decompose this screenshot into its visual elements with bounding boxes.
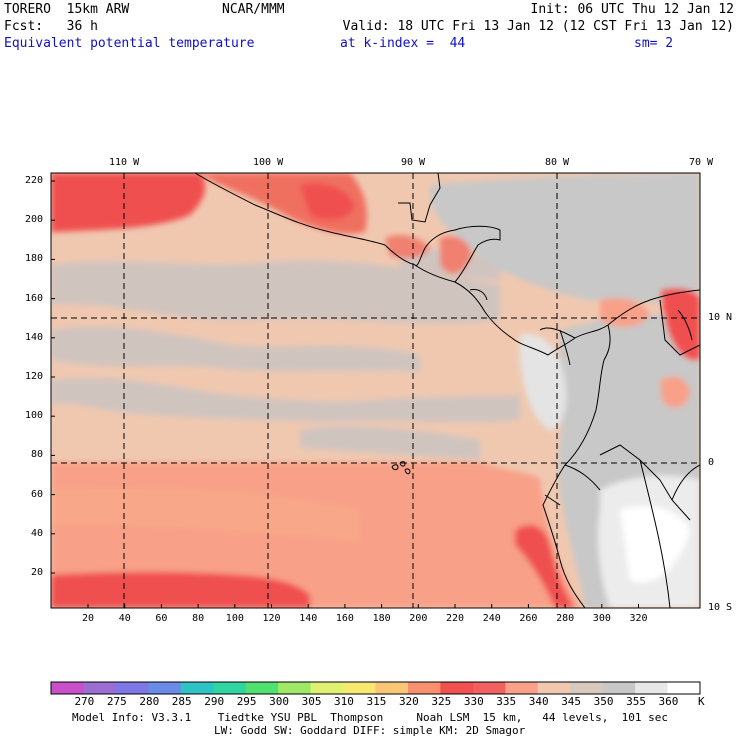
right-label-0: 0: [708, 457, 715, 468]
bottom-label-120: 120: [262, 613, 281, 624]
colorbar-label-360: 360: [658, 695, 679, 708]
colorbar-swatch: [407, 682, 441, 694]
colorbar-swatch: [148, 682, 182, 694]
colorbar-label-295: 295: [236, 695, 257, 708]
colorbar-label-285: 285: [171, 695, 192, 708]
colorbar-swatch: [310, 682, 344, 694]
colorbar-swatch: [213, 682, 247, 694]
colorbar-label-340: 340: [528, 695, 549, 708]
left-label-100: 100: [25, 410, 44, 422]
lat-lon-grid: [51, 173, 700, 608]
colorbar-swatch: [83, 682, 117, 694]
right-label-10s: 10 S: [708, 602, 733, 613]
model-name: TORERO 15km ARW: [4, 2, 130, 17]
top-label-90w: 90 W: [401, 157, 426, 168]
colorbar-label-290: 290: [204, 695, 225, 708]
bottom-label-260: 260: [519, 613, 538, 624]
colorbar-swatch: [375, 682, 409, 694]
colorbar-swatch: [343, 682, 376, 694]
top-label-80w: 80 W: [545, 157, 570, 168]
bottom-label-80: 80: [192, 613, 205, 624]
left-label-220: 220: [25, 175, 44, 186]
smoothing-info: sm= 2: [634, 36, 674, 51]
top-label-110w: 110 W: [109, 157, 140, 168]
bottom-label-300: 300: [592, 613, 611, 624]
level-info: at k-index = 44: [340, 36, 466, 51]
bottom-label-320: 320: [629, 613, 648, 624]
theta-e-field: [51, 173, 700, 608]
left-label-20: 20: [31, 567, 44, 578]
bottom-label-20: 20: [82, 613, 95, 624]
colorbar-label-300: 300: [269, 695, 290, 708]
left-label-60: 60: [31, 488, 44, 500]
organization: NCAR/MMM: [222, 2, 285, 17]
colorbar-label-350: 350: [593, 695, 614, 708]
left-label-160: 160: [25, 292, 44, 304]
colorbar-label-325: 325: [431, 695, 452, 708]
colorbar-swatch: [51, 682, 84, 694]
colorbar-swatch: [180, 682, 214, 694]
plot-frame: [50, 172, 701, 609]
colorbar-swatch: [245, 682, 279, 694]
left-label-80: 80: [31, 449, 44, 461]
colorbar-label-330: 330: [463, 695, 484, 708]
colorbar-swatch: [505, 682, 539, 694]
left-label-180: 180: [25, 253, 44, 265]
bottom-label-100: 100: [225, 613, 244, 624]
top-label-100w: 100 W: [253, 157, 284, 168]
bottom-label-240: 240: [482, 613, 501, 624]
colorbar-label-270: 270: [74, 695, 95, 708]
valid-time: Valid: 18 UTC Fri 13 Jan 12 (12 CST Fri …: [342, 19, 734, 34]
colorbar-swatch: [472, 682, 506, 694]
colorbar-swatch: [602, 682, 636, 694]
colorbar-swatch: [537, 682, 571, 694]
colorbar-unit: K: [698, 695, 705, 708]
top-label-70w: 70 W: [689, 157, 714, 168]
field-name: Equivalent potential temperature: [4, 36, 255, 51]
axis-ticks: [51, 180, 639, 608]
colorbar-label-355: 355: [626, 695, 646, 708]
colorbar-label-275: 275: [106, 695, 127, 708]
init-time: Init: 06 UTC Thu 12 Jan 12: [530, 2, 735, 17]
colorbar: [51, 682, 701, 694]
colorbar-label-315: 315: [366, 695, 387, 708]
bottom-label-280: 280: [556, 613, 575, 624]
colorbar-swatch: [115, 682, 149, 694]
colorbar-label-320: 320: [398, 695, 419, 708]
left-label-120: 120: [25, 371, 44, 382]
colorbar-swatch: [440, 682, 474, 694]
colorbar-label-305: 305: [301, 695, 322, 708]
bottom-label-160: 160: [335, 613, 354, 624]
bottom-label-220: 220: [446, 613, 465, 624]
bottom-label-200: 200: [409, 613, 428, 624]
left-label-140: 140: [25, 331, 44, 343]
colorbar-label-280: 280: [139, 695, 160, 708]
colorbar-swatch: [278, 682, 312, 694]
bottom-label-180: 180: [372, 613, 391, 624]
bottom-label-60: 60: [155, 613, 168, 624]
forecast-hour: Fcst: 36 h: [4, 19, 98, 34]
model-info-line1: Model Info: V3.3.1 Tiedtke YSU PBL Thomp…: [72, 711, 669, 724]
colorbar-label-335: 335: [496, 695, 517, 708]
bottom-label-40: 40: [118, 613, 131, 624]
colorbar-swatch: [667, 682, 701, 694]
colorbar-label-345: 345: [561, 695, 582, 708]
right-label-10n: 10 N: [708, 312, 733, 323]
left-label-200: 200: [25, 214, 44, 226]
colorbar-swatch: [635, 682, 669, 694]
colorbar-frame: [50, 681, 701, 695]
coastlines: [194, 173, 700, 608]
model-info-line2: LW: Godd SW: Goddard DIFF: simple KM: 2D…: [214, 724, 526, 737]
bottom-label-140: 140: [299, 613, 318, 624]
colorbar-label-310: 310: [334, 695, 354, 708]
left-label-40: 40: [31, 527, 44, 539]
colorbar-swatch: [570, 682, 604, 694]
